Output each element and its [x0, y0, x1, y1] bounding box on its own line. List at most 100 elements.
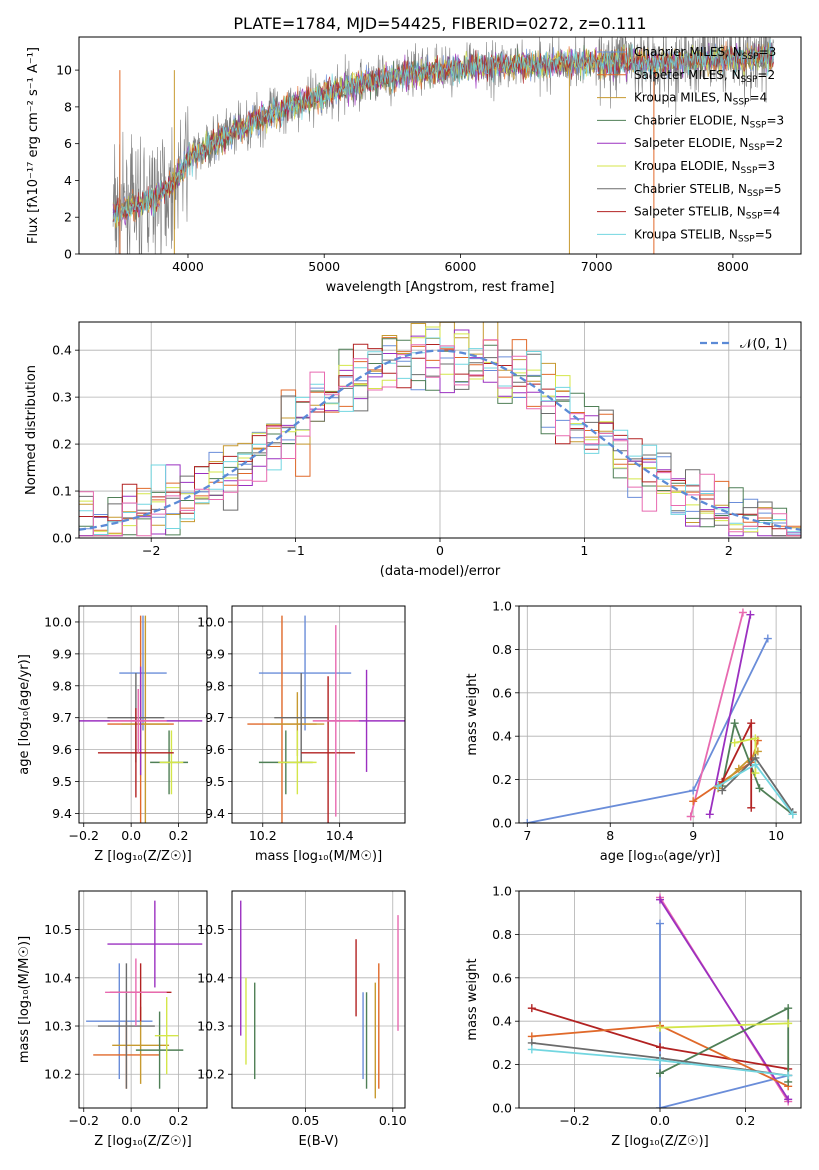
- data-point: [135, 1011, 184, 1089]
- axes-frame-age_vs_mass: [231, 605, 406, 824]
- axes-frame-age_vs_Z: [78, 605, 208, 824]
- weight-series: [714, 760, 797, 819]
- y-tick-label: 0.0: [492, 816, 512, 831]
- plot-area-residuals: [79, 322, 801, 537]
- y-tick-label: 0.4: [52, 343, 72, 358]
- point-marker: [784, 1004, 793, 1013]
- axes-frame-weight_vs_age: [518, 605, 802, 824]
- axes-frame-residuals: [78, 321, 802, 539]
- axes-frame-mass_vs_ebv: [231, 890, 406, 1109]
- y-tick-label: 0.2: [492, 772, 512, 787]
- point-marker: [751, 769, 760, 778]
- axes-mass_vs_ebv: 0.05 0.10 10.2 10.3 10.4 10.5 E(B-V): [197, 891, 407, 1149]
- y-axis-label: mass [log₁₀(M/M☉)]: [17, 936, 32, 1063]
- y-tick-label: 9.4: [205, 806, 225, 821]
- x-tick-label: 0.2: [169, 828, 189, 843]
- axes-frame-weight_vs_Z: [518, 890, 802, 1109]
- y-tick-label: 9.6: [205, 742, 225, 757]
- data-point: [154, 997, 179, 1075]
- axes-age_vs_mass: 10.2 10.4 9.4 9.5 9.6 9.7 9.8 9.9 10.0 mass [log₁…: [197, 606, 405, 864]
- point-marker: [656, 1069, 664, 1078]
- data-point: [159, 730, 184, 795]
- x-axis-label: (data-model)/error: [380, 564, 501, 579]
- y-tick-label: 10: [56, 63, 72, 78]
- residual-histogram: [79, 339, 801, 537]
- point-marker: [734, 764, 743, 773]
- x-tick-label: 4000: [172, 259, 204, 274]
- x-axis-label: E(B-V): [298, 1134, 338, 1149]
- point-marker: [527, 1004, 536, 1013]
- point-marker: [705, 810, 714, 819]
- legend-label: Kroupa STELIB, NSSP=5: [634, 227, 772, 244]
- x-tick-label: 0.0: [121, 1113, 141, 1128]
- weight-series: [705, 610, 755, 819]
- point-marker: [523, 819, 532, 823]
- data-point: [107, 900, 203, 988]
- series-line: [659, 923, 789, 1108]
- y-tick-label: 0.8: [492, 642, 512, 657]
- point-marker: [656, 919, 664, 928]
- x-tick-label: 9: [689, 828, 697, 843]
- x-tick-label: 10: [768, 828, 784, 843]
- axes-frame-mass_vs_Z: [78, 890, 208, 1109]
- data-point: [274, 673, 329, 763]
- weight-series: [656, 1019, 793, 1032]
- axes-spectrum: 4000 5000 6000 7000 8000 0 2 4 6 8 10 wavelength [A…: [26, 47, 749, 295]
- y-tick-label: 10.0: [197, 614, 225, 629]
- weight-series: [656, 895, 793, 1104]
- y-tick-label: 0.2: [492, 1057, 512, 1072]
- data-point: [278, 730, 317, 795]
- weight-series: [718, 719, 756, 812]
- plot-area-age_vs_Z: [79, 615, 203, 823]
- y-tick-label: 0.8: [492, 927, 512, 942]
- point-marker: [656, 1023, 664, 1032]
- plot-area-age_vs_mass: [247, 615, 405, 823]
- x-tick-label: 6000: [445, 259, 477, 274]
- point-marker: [784, 1071, 793, 1080]
- y-tick-label: 9.9: [52, 646, 72, 661]
- weight-series: [527, 1045, 793, 1080]
- x-tick-label: 8000: [717, 259, 749, 274]
- legend-label: Salpeter ELODIE, NSSP=2: [634, 136, 783, 153]
- data-point: [312, 625, 359, 817]
- x-axis-label: Z [log₁₀(Z/Z☉)]: [611, 1134, 708, 1149]
- y-tick-label: 6: [64, 136, 72, 151]
- spectrum-legend: Chabrier MILES, NSSP=3 Salpeter MILES, NS…: [597, 45, 784, 244]
- y-axis-label: age [log₁₀(age/yr)]: [17, 654, 32, 775]
- point-marker: [763, 634, 772, 643]
- residual-histogram: [79, 337, 801, 535]
- axes-weight_vs_Z: −0.2 0.0 0.2 0.0 0.2 0.4 0.6 0.8 1.0 Z [log₁₀(Z/Z…: [465, 884, 801, 1149]
- point-marker: [656, 1056, 664, 1065]
- axes-frame-spectrum: [78, 36, 802, 255]
- y-tick-label: 0.1: [52, 484, 72, 499]
- point-marker: [527, 1045, 536, 1054]
- y-tick-label: 0.4: [492, 729, 512, 744]
- point-marker: [689, 786, 698, 795]
- x-tick-label: −0.2: [69, 1113, 99, 1128]
- point-marker: [714, 782, 723, 791]
- y-tick-label: 2: [64, 210, 72, 225]
- y-tick-label: 1.0: [492, 599, 512, 614]
- y-tick-label: 9.6: [52, 742, 72, 757]
- series-line: [527, 638, 769, 823]
- x-tick-label: −1: [286, 543, 304, 558]
- y-tick-label: 1.0: [492, 884, 512, 899]
- x-tick-label: 1: [580, 543, 588, 558]
- y-tick-label: 0: [64, 247, 72, 262]
- y-tick-label: 9.7: [205, 710, 225, 725]
- model-spectrum: [112, 42, 774, 223]
- x-tick-label: 7000: [581, 259, 613, 274]
- y-tick-label: 9.5: [205, 774, 225, 789]
- series-line: [659, 1022, 789, 1029]
- plot-area-mass_vs_Z: [86, 900, 203, 1089]
- x-tick-label: 0.0: [650, 1113, 670, 1128]
- weight-series: [523, 634, 772, 823]
- plot-area-weight_vs_Z: [527, 893, 793, 1108]
- point-marker: [755, 784, 764, 793]
- y-tick-label: 0.3: [52, 390, 72, 405]
- point-marker: [689, 797, 698, 806]
- plot-area-spectrum: [112, 37, 774, 254]
- x-tick-label: 0: [436, 543, 444, 558]
- x-tick-label: −0.2: [69, 828, 99, 843]
- point-marker: [730, 719, 739, 728]
